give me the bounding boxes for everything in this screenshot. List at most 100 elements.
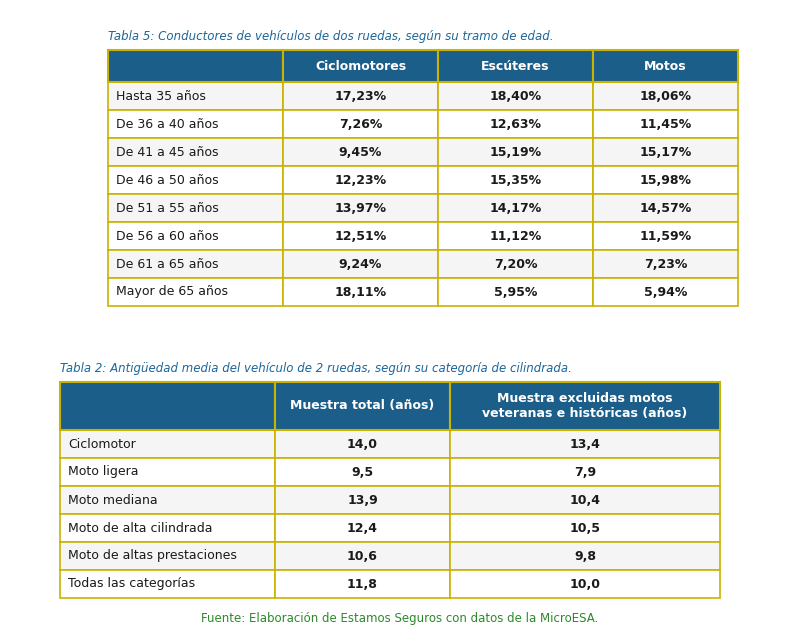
Bar: [593, 166, 738, 194]
Text: 14,17%: 14,17%: [490, 201, 542, 215]
Text: 14,0: 14,0: [347, 437, 378, 451]
Text: 12,4: 12,4: [347, 522, 378, 534]
Bar: [108, 82, 283, 110]
Text: 7,9: 7,9: [574, 465, 596, 479]
Text: 10,0: 10,0: [570, 577, 601, 591]
Text: 14,57%: 14,57%: [639, 201, 692, 215]
Text: Ciclomotor: Ciclomotor: [68, 437, 136, 451]
Text: 15,35%: 15,35%: [490, 173, 542, 187]
Bar: [60, 486, 275, 514]
Bar: [108, 166, 283, 194]
Bar: [283, 82, 438, 110]
Bar: [283, 110, 438, 138]
Text: Mayor de 65 años: Mayor de 65 años: [116, 285, 228, 299]
Bar: [438, 250, 593, 278]
Text: 17,23%: 17,23%: [334, 89, 386, 103]
Bar: [60, 382, 275, 430]
Bar: [450, 382, 720, 430]
Bar: [593, 194, 738, 222]
Text: Ciclomotores: Ciclomotores: [315, 60, 406, 73]
Bar: [275, 458, 450, 486]
Bar: [450, 458, 720, 486]
Text: 13,4: 13,4: [570, 437, 601, 451]
Text: 5,94%: 5,94%: [644, 285, 687, 299]
Text: Escúteres: Escúteres: [482, 60, 550, 73]
Text: Muestra total (años): Muestra total (años): [290, 399, 434, 413]
Bar: [60, 458, 275, 486]
Text: Tabla 5: Conductores de vehículos de dos ruedas, según su tramo de edad.: Tabla 5: Conductores de vehículos de dos…: [108, 30, 554, 43]
Text: Tabla 2: Antigüedad media del vehículo de 2 ruedas, según su categoría de cilind: Tabla 2: Antigüedad media del vehículo d…: [60, 362, 572, 375]
Text: 15,17%: 15,17%: [639, 146, 692, 158]
Text: 10,5: 10,5: [570, 522, 601, 534]
Bar: [60, 430, 275, 458]
Text: De 46 a 50 años: De 46 a 50 años: [116, 173, 218, 187]
Bar: [60, 570, 275, 598]
Bar: [450, 514, 720, 542]
Bar: [438, 194, 593, 222]
Bar: [438, 50, 593, 82]
Bar: [593, 110, 738, 138]
Text: 15,19%: 15,19%: [490, 146, 542, 158]
Bar: [593, 278, 738, 306]
Text: 9,24%: 9,24%: [339, 258, 382, 270]
Bar: [275, 430, 450, 458]
Text: De 56 a 60 años: De 56 a 60 años: [116, 230, 218, 242]
Text: 7,23%: 7,23%: [644, 258, 687, 270]
Bar: [275, 382, 450, 430]
Bar: [450, 570, 720, 598]
Text: Moto de altas prestaciones: Moto de altas prestaciones: [68, 549, 237, 563]
Bar: [593, 138, 738, 166]
Text: 18,06%: 18,06%: [639, 89, 691, 103]
Text: 12,23%: 12,23%: [334, 173, 386, 187]
Text: Fuente: Elaboración de Estamos Seguros con datos de la MicroESA.: Fuente: Elaboración de Estamos Seguros c…: [202, 612, 598, 625]
Text: Motos: Motos: [644, 60, 687, 73]
Text: De 61 a 65 años: De 61 a 65 años: [116, 258, 218, 270]
Text: 10,4: 10,4: [570, 494, 601, 506]
Bar: [108, 138, 283, 166]
Text: 12,51%: 12,51%: [334, 230, 386, 242]
Text: De 51 a 55 años: De 51 a 55 años: [116, 201, 218, 215]
Text: De 41 a 45 años: De 41 a 45 años: [116, 146, 218, 158]
Bar: [275, 514, 450, 542]
Bar: [438, 278, 593, 306]
Bar: [108, 278, 283, 306]
Bar: [438, 82, 593, 110]
Bar: [60, 514, 275, 542]
Text: 18,11%: 18,11%: [334, 285, 386, 299]
Text: Muestra excluidas motos
veteranas e históricas (años): Muestra excluidas motos veteranas e hist…: [482, 392, 688, 420]
Text: 13,9: 13,9: [347, 494, 378, 506]
Bar: [60, 542, 275, 570]
Bar: [283, 278, 438, 306]
Text: 15,98%: 15,98%: [639, 173, 691, 187]
Bar: [450, 430, 720, 458]
Bar: [283, 222, 438, 250]
Bar: [283, 250, 438, 278]
Text: Todas las categorías: Todas las categorías: [68, 577, 195, 591]
Text: Moto mediana: Moto mediana: [68, 494, 158, 506]
Bar: [593, 50, 738, 82]
Text: 5,95%: 5,95%: [494, 285, 537, 299]
Bar: [438, 222, 593, 250]
Text: Moto ligera: Moto ligera: [68, 465, 138, 479]
Text: 9,5: 9,5: [351, 465, 374, 479]
Bar: [108, 50, 283, 82]
Bar: [283, 194, 438, 222]
Bar: [108, 222, 283, 250]
Text: 11,12%: 11,12%: [490, 230, 542, 242]
Text: 11,8: 11,8: [347, 577, 378, 591]
Bar: [283, 166, 438, 194]
Bar: [593, 82, 738, 110]
Text: 7,26%: 7,26%: [339, 118, 382, 130]
Text: Moto de alta cilindrada: Moto de alta cilindrada: [68, 522, 213, 534]
Bar: [283, 50, 438, 82]
Text: 11,59%: 11,59%: [639, 230, 691, 242]
Bar: [108, 250, 283, 278]
Text: 9,45%: 9,45%: [339, 146, 382, 158]
Text: 10,6: 10,6: [347, 549, 378, 563]
Bar: [438, 166, 593, 194]
Bar: [593, 250, 738, 278]
Text: 11,45%: 11,45%: [639, 118, 692, 130]
Text: 18,40%: 18,40%: [490, 89, 542, 103]
Text: Hasta 35 años: Hasta 35 años: [116, 89, 206, 103]
Bar: [438, 138, 593, 166]
